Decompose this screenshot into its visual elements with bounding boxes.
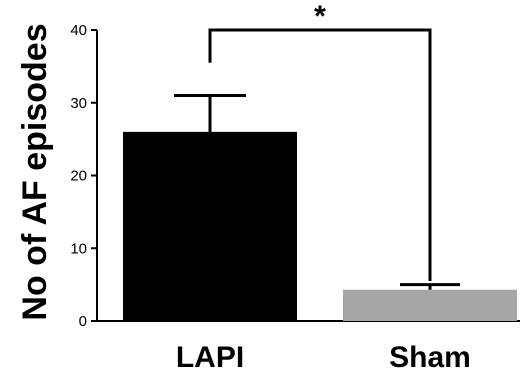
y-tick-label: 0 [79, 313, 87, 330]
error-bars [174, 93, 460, 290]
y-axis-label: No of AF episodes [16, 23, 54, 320]
bar-sham [343, 289, 517, 321]
category-label-sham: Sham [389, 341, 471, 374]
y-tick-label: 20 [70, 168, 87, 185]
y-tick-label: 40 [70, 22, 87, 39]
significance-bracket: * [208, 0, 432, 281]
y-tick-label: 10 [70, 240, 87, 257]
significance-star: * [314, 0, 326, 33]
bar-lapi [123, 131, 297, 321]
category-labels: LAPI Sham [176, 341, 471, 374]
category-label-lapi: LAPI [176, 341, 244, 374]
y-ticks: 0 10 20 30 40 [70, 22, 97, 330]
significance-line [208, 28, 432, 281]
y-tick-label: 30 [70, 95, 87, 112]
bars [123, 131, 517, 321]
